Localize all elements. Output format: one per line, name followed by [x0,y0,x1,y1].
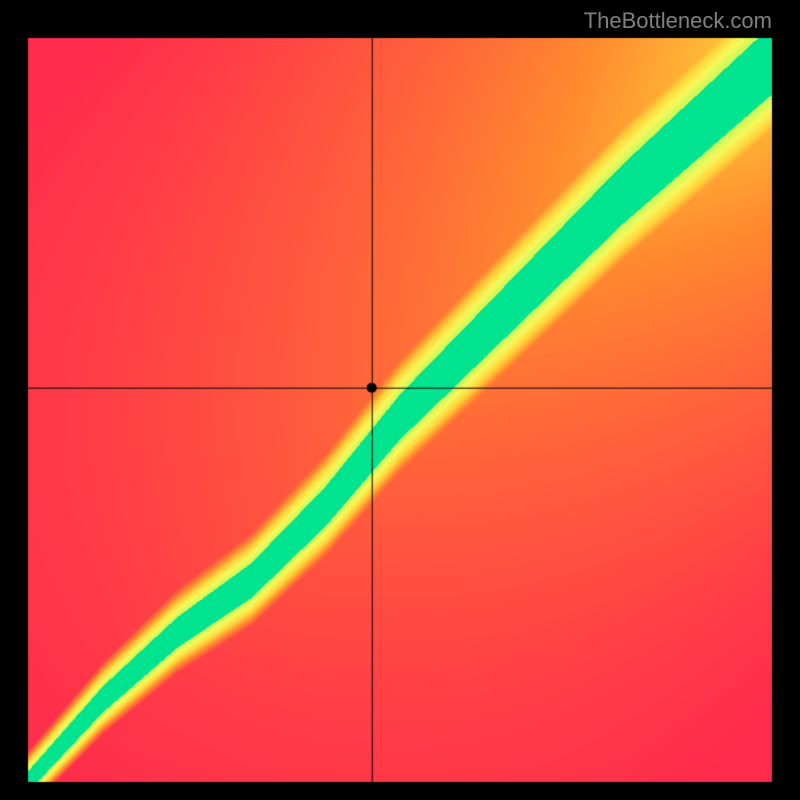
bottleneck-heatmap [0,0,800,800]
chart-container: TheBottleneck.com [0,0,800,800]
watermark-text: TheBottleneck.com [584,8,772,34]
